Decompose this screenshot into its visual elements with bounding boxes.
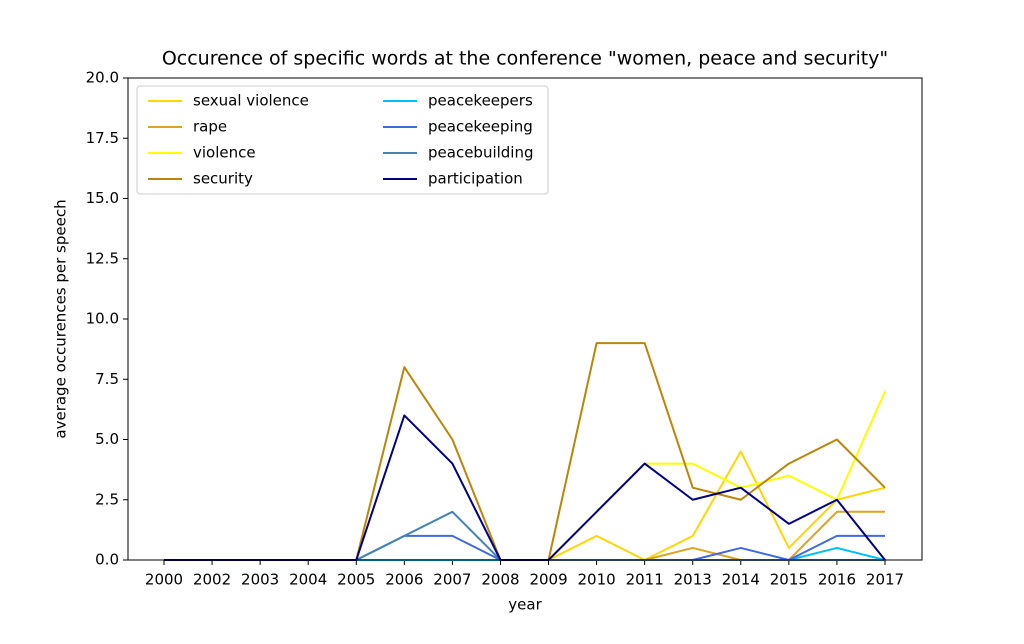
x-tick-label: 2014 — [722, 571, 760, 589]
series-line — [164, 546, 886, 561]
legend-label: violence — [193, 144, 256, 162]
plot-frame — [127, 77, 923, 561]
series-line — [164, 510, 885, 561]
y-tick-label: 0.0 — [95, 551, 119, 569]
y-tick-label: 17.5 — [86, 129, 119, 147]
x-tick-label: 2016 — [818, 571, 856, 589]
legend-label: rape — [193, 118, 227, 136]
series-line — [164, 414, 886, 561]
y-tick-label: 15.0 — [86, 189, 119, 207]
x-tick-label: 2006 — [385, 571, 423, 589]
x-axis-label: year — [508, 596, 542, 614]
x-tick-label: 2009 — [529, 571, 567, 589]
legend-box — [136, 85, 549, 195]
y-tick-label: 10.0 — [86, 310, 119, 328]
x-tick-label: 2007 — [433, 571, 471, 589]
series-line — [164, 450, 886, 561]
y-tick-label: 12.5 — [86, 249, 119, 267]
x-tick-label: 2004 — [289, 571, 327, 589]
legend-label: peacekeeping — [428, 118, 533, 136]
y-axis-label: average occurences per speech — [52, 199, 70, 438]
legend-label: participation — [428, 170, 523, 188]
y-tick-label: 20.0 — [86, 69, 119, 87]
x-tick-label: 2000 — [145, 571, 183, 589]
y-tick-label: 5.0 — [95, 430, 119, 448]
y-tick-label: 2.5 — [95, 490, 119, 508]
x-tick-label: 2017 — [866, 571, 904, 589]
x-tick-label: 2010 — [578, 571, 616, 589]
y-tick-label: 7.5 — [95, 370, 119, 388]
x-tick-label: 2002 — [193, 571, 231, 589]
x-tick-label: 2003 — [241, 571, 279, 589]
x-tick-label: 2008 — [481, 571, 519, 589]
x-tick-label: 2015 — [770, 571, 808, 589]
x-tick-label: 2005 — [337, 571, 375, 589]
x-tick-label: 2011 — [626, 571, 664, 589]
legend-label: peacekeepers — [428, 92, 533, 110]
series-line — [164, 390, 886, 561]
chart-title: Occurence of specific words at the confe… — [162, 48, 888, 70]
legend-label: sexual violence — [193, 92, 309, 110]
series-line — [164, 510, 885, 561]
x-tick-label: 2013 — [674, 571, 712, 589]
series-line — [164, 534, 885, 561]
series-line — [164, 342, 886, 561]
legend-label: peacebuilding — [428, 144, 534, 162]
legend-label: security — [193, 170, 253, 188]
